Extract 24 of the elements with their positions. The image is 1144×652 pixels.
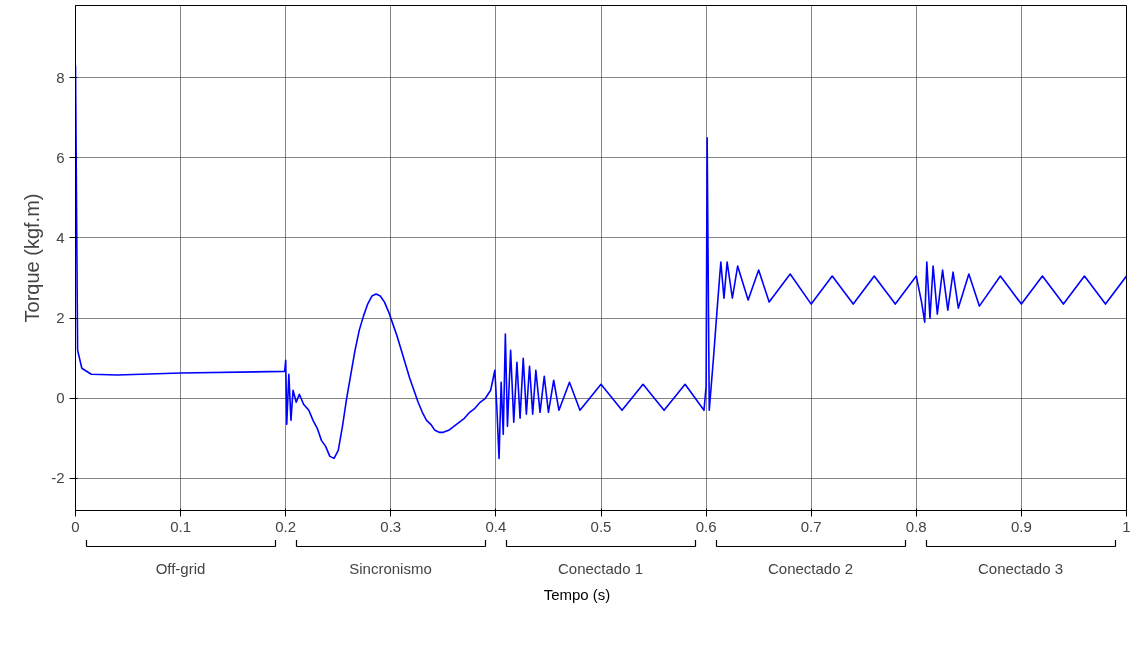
y-tick-label: 8 [56,68,65,86]
text: Sincronismo [349,559,432,577]
x-tick-label: 1 [1122,517,1131,535]
x-tick-label: 0.8 [905,517,927,535]
y-tick-label: 0 [56,389,65,407]
x-tick-label: 0.1 [170,517,192,535]
y-axis-title: Torque (kgf.m) [21,193,44,323]
text: Tempo (s) [543,585,611,605]
x-tick-label: 0.4 [485,517,507,535]
text: Conectado 2 [767,559,854,577]
y-tick-label: 6 [56,148,65,166]
x-tick-label: 0.3 [380,517,402,535]
x-tick-label: 0 [71,517,80,535]
x-tick-label: 0.5 [590,517,612,535]
text: Conectado 1 [557,559,644,577]
x-tick-label: 0.9 [1010,517,1032,535]
y-tick-label: 2 [56,309,65,327]
x-tick-label: 0.6 [695,517,717,535]
x-tick-label: 0.2 [275,517,297,535]
y-tick-label: -2 [51,469,65,487]
text: Off-grid [155,559,206,577]
x-tick-label: 0.7 [800,517,822,535]
y-tick-label: 4 [56,228,65,246]
text: Conectado 3 [977,559,1064,577]
